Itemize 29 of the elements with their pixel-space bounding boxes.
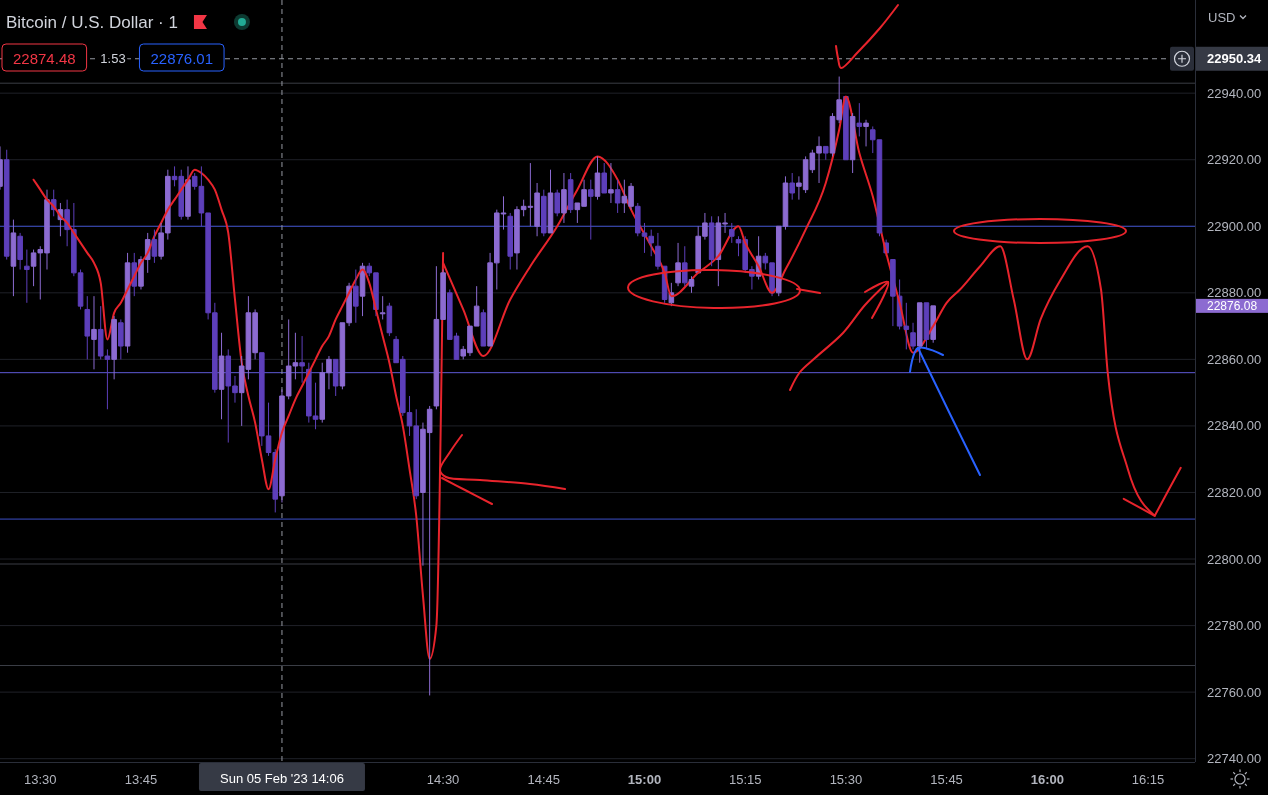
y-tick-label: 22860.00	[1207, 351, 1262, 367]
x-tick-label: 14:45	[527, 771, 561, 787]
text: 22876.08	[1207, 298, 1258, 313]
y-tick-label: 22880.00	[1207, 285, 1262, 301]
y-tick-label: 22740.00	[1207, 751, 1262, 767]
x-tick-label: 15:45	[930, 771, 963, 787]
y-axis-title: USD	[1208, 9, 1236, 25]
x-tick-label: 15:15	[728, 771, 762, 787]
x-tick-label: 13:45	[124, 771, 158, 787]
annotation: 22876.01	[150, 49, 214, 67]
x-tick-label: 14:30	[426, 771, 460, 787]
ref-line-label: 22950.34	[1207, 51, 1262, 67]
y-tick-label: 22800.00	[1207, 551, 1262, 567]
text: Bitcoin / U.S. Dollar · 1	[6, 12, 178, 32]
y-tick-label: 22760.00	[1207, 684, 1262, 700]
y-tick-label: 22920.00	[1207, 152, 1262, 168]
y-tick-label: 22940.00	[1207, 85, 1262, 101]
ref-line-label: Sun 05 Feb '23 14:06	[220, 770, 344, 786]
y-tick-label: 22780.00	[1207, 618, 1262, 634]
x-tick-label: 16:00	[1030, 771, 1064, 787]
x-tick-label: 16:15	[1131, 771, 1165, 787]
x-tick-label: 15:30	[829, 771, 863, 787]
y-tick-label: 22840.00	[1207, 418, 1262, 434]
annotation: 1.53	[100, 50, 126, 66]
y-tick-label: 22820.00	[1207, 484, 1262, 500]
y-tick-label: 22900.00	[1207, 218, 1262, 234]
x-tick-label: 13:30	[24, 771, 57, 787]
annotation: 22874.48	[13, 49, 76, 67]
x-tick-label: 15:00	[627, 771, 662, 787]
